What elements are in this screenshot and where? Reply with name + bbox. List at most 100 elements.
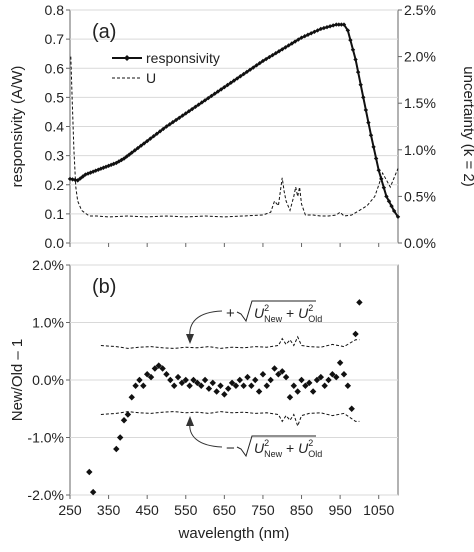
power-new: 2 [264,438,269,448]
responsivity-marker [395,214,401,219]
ratio-marker [232,382,240,389]
responsivity-marker [124,154,129,159]
ratio-marker [159,365,166,372]
responsivity-marker [260,58,266,64]
responsivity-marker [193,104,198,110]
annotation-arrow-lower [189,421,223,448]
responsivity-marker [355,69,361,75]
responsivity-marker [366,120,371,125]
arrowhead-upper [186,334,194,344]
annotation-expression: U2 New + U2 Old [254,438,322,459]
legend: responsivity U [112,50,220,86]
responsivity-marker [273,51,279,56]
responsivity-marker [164,124,169,129]
responsivity-marker [151,134,156,139]
ratio-marker [271,365,278,372]
ratio-marker [151,365,159,372]
ratio-marker [228,379,236,387]
ratio-marker [170,382,178,389]
responsivity-marker [141,141,147,146]
responsivity-marker [202,98,208,103]
responsivity-marker [276,49,282,54]
ratio-marker [178,379,186,387]
panel-label: (b) [92,276,116,298]
ratio-marker [86,468,93,476]
x-tick-label: 850 [290,502,314,518]
plus-sign: + [282,305,298,321]
responsivity-marker [135,145,141,151]
ratio-marker [302,382,309,389]
responsivity-marker [244,69,250,75]
responsivity-marker [106,163,111,169]
ratio-marker [259,371,267,378]
responsivity-marker [148,136,153,141]
ratio-marker [267,376,274,384]
panel-label: (a) [92,21,116,43]
ratio-marker [248,382,255,389]
ratio-marker [309,388,317,395]
y-tick-label: -1.0% [27,430,64,446]
x-tick-label: 450 [135,502,159,518]
annotation-sign: − [226,440,235,457]
x-tick-label: 250 [58,502,82,518]
responsivity-marker [161,126,166,132]
responsivity-marker [177,115,182,120]
ratio-marker [116,434,124,441]
responsivity-marker [96,167,101,172]
responsivity-marker [358,82,363,87]
ratio-marker [321,382,328,389]
annotation-arrow-upper [189,310,223,339]
responsivity-marker [391,208,397,214]
y-tick-label: 2.0% [32,257,64,273]
responsivity-marker [103,164,109,169]
series-line-responsivity [69,23,399,218]
responsivity-marker [299,35,304,40]
ratio-marker [329,371,336,378]
ratio-marker [209,379,216,387]
responsivity-marker [218,87,224,92]
responsivity-marker [373,156,379,161]
ratio-marker [113,445,120,453]
responsivity-marker [228,80,233,86]
x-tick-label: 750 [251,502,275,518]
responsivity-marker [189,106,195,112]
ratio-marker [194,379,201,387]
y-tick-label: 0.0 [45,235,65,251]
responsivity-marker [330,23,336,28]
responsivity-marker [215,89,221,94]
annotation-upper: + U2 New + U2 Old [226,300,322,324]
power-old: 2 [308,303,313,313]
responsivity-marker [318,26,324,32]
ratio-marker [147,373,155,381]
plus-sign: + [282,440,298,456]
ratio-marker [317,373,325,381]
ratio-marker [340,371,348,378]
annotation-sign: + [226,305,235,322]
y-tick-label: 0.4 [45,119,65,135]
responsivity-marker [296,37,301,42]
ratio-marker [255,388,263,395]
ratio-marker [325,376,332,384]
ratio-marker [174,373,182,381]
y-tick-label: 0.6 [45,60,65,76]
responsivity-marker [263,56,269,62]
ratio-marker [252,376,259,384]
ratio-marker [244,373,251,381]
responsivity-marker [327,24,333,29]
x-tick-label: 350 [97,502,121,518]
ratio-marker [306,379,313,387]
ratio-marker [286,394,294,401]
responsivity-marker [85,171,91,176]
lower-uncertainty-line [100,411,360,428]
ratio-marker [298,376,305,384]
y-tick-label: 0.7 [45,31,65,47]
ratio-marker [124,411,132,418]
responsivity-marker [315,28,320,33]
x-axis-label: wavelength (nm) [178,525,290,542]
ratio-marker [290,382,298,389]
responsivity-marker [183,111,188,116]
responsivity-marker [209,93,214,99]
ratio-marker [240,382,247,389]
responsivity-marker [173,117,179,123]
responsivity-marker [251,65,256,70]
